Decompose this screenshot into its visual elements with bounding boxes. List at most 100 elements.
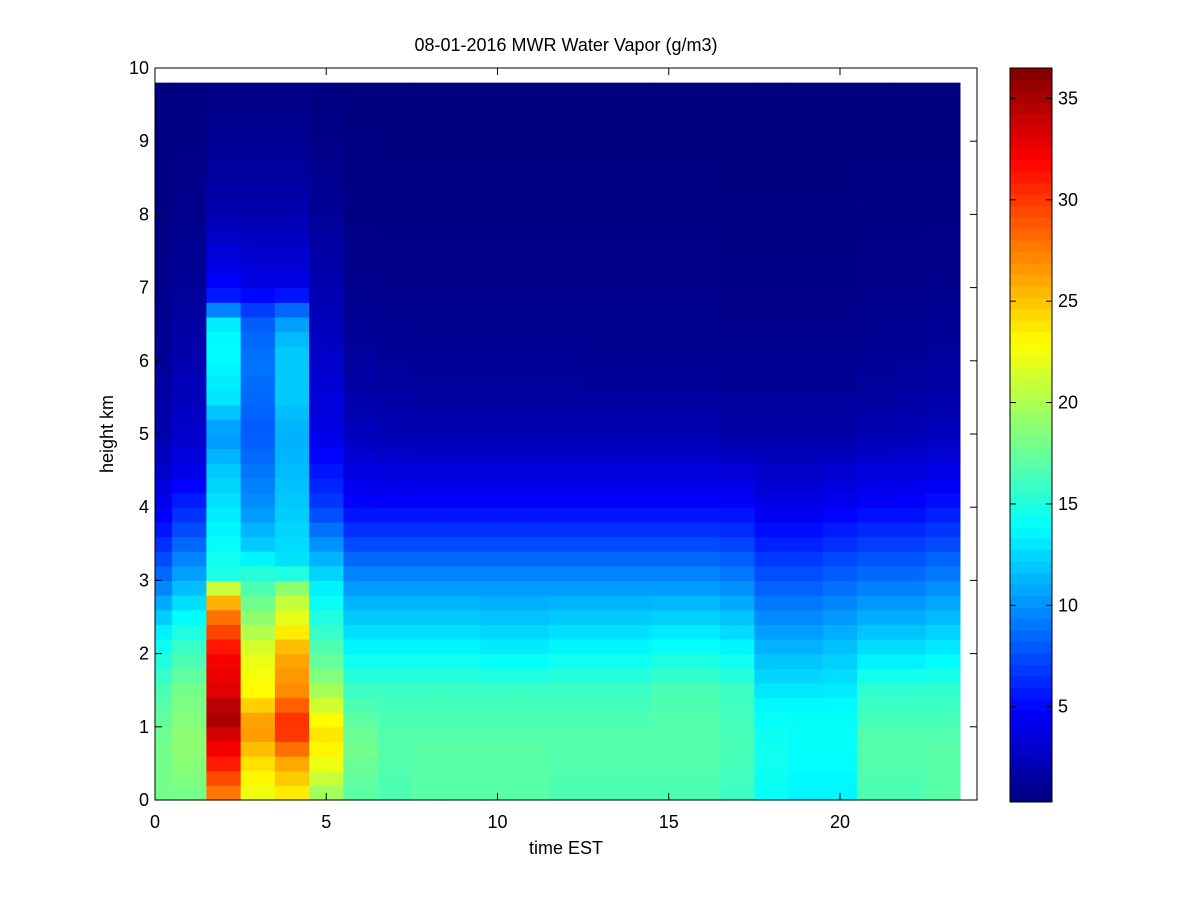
heatmap-cell (309, 258, 344, 274)
heatmap-cell (788, 712, 824, 728)
heatmap-cell (891, 580, 927, 596)
heatmap-cell (377, 477, 413, 494)
heatmap-cell (617, 111, 653, 128)
heatmap-cell (925, 331, 961, 347)
colorbar-segment (1010, 79, 1052, 92)
heatmap-cell (172, 287, 207, 303)
heatmap-cell (617, 668, 653, 684)
heatmap-cell (274, 434, 310, 450)
heatmap-cell (925, 97, 961, 113)
heatmap-cell (925, 682, 961, 699)
heatmap-cell (274, 214, 310, 230)
heatmap-cell (925, 82, 961, 98)
heatmap-cell (857, 697, 892, 713)
heatmap-cell (309, 185, 344, 201)
heatmap-cell (514, 638, 550, 655)
heatmap-cell (411, 638, 447, 655)
heatmap-cell (411, 521, 447, 538)
heatmap-cell (720, 419, 755, 435)
heatmap-cell (891, 638, 927, 655)
heatmap-cell (720, 609, 755, 625)
heatmap-cell (309, 580, 344, 596)
heatmap-cell (274, 375, 310, 391)
heatmap-cell (822, 170, 858, 186)
heatmap-cell (411, 243, 447, 259)
heatmap-cell (583, 580, 618, 596)
heatmap-cell (925, 697, 961, 713)
heatmap-cell (685, 448, 721, 464)
heatmap-cell (548, 536, 584, 552)
heatmap-cell (925, 726, 961, 743)
heatmap-cell (891, 346, 927, 362)
heatmap-cell (343, 785, 379, 801)
heatmap-cell (891, 682, 927, 699)
heatmap-cell (651, 155, 687, 172)
heatmap-cell (685, 229, 721, 245)
heatmap-cell (514, 712, 550, 728)
heatmap-cell (651, 199, 687, 215)
heatmap-cell (720, 141, 755, 157)
heatmap-cell (411, 448, 447, 464)
colorbar-tick-label: 20 (1058, 393, 1078, 413)
heatmap-cell (274, 97, 310, 113)
heatmap-cell (446, 785, 481, 801)
heatmap-cell (754, 346, 790, 362)
heatmap-cell (754, 404, 790, 420)
heatmap-cell (343, 199, 379, 215)
heatmap-cell (172, 229, 207, 245)
heatmap-cell (685, 770, 721, 786)
heatmap-cell (685, 155, 721, 172)
heatmap-cell (822, 668, 858, 684)
heatmap-cell (651, 638, 687, 655)
heatmap-cell (240, 448, 276, 464)
heatmap-cell (514, 624, 550, 640)
y-tick-label: 7 (139, 278, 149, 298)
heatmap-cell (206, 155, 242, 172)
heatmap-cell (309, 492, 344, 508)
heatmap-cell (480, 682, 516, 699)
heatmap-cell (411, 375, 447, 391)
heatmap-cell (720, 316, 755, 333)
heatmap-cell (343, 243, 379, 259)
heatmap-cell (891, 609, 927, 625)
heatmap-cell (343, 682, 379, 699)
heatmap-cell (822, 141, 858, 157)
heatmap-cell (411, 712, 447, 728)
heatmap-cell (274, 624, 310, 640)
heatmap-cell (446, 682, 481, 699)
heatmap-cell (514, 258, 550, 274)
heatmap-cell (788, 97, 824, 113)
heatmap-cell (788, 229, 824, 245)
heatmap-cell (309, 434, 344, 450)
heatmap-cell (514, 492, 550, 508)
heatmap-cell (172, 111, 207, 128)
heatmap-cell (720, 390, 755, 406)
heatmap-cell (155, 185, 173, 201)
heatmap-cell (891, 404, 927, 420)
heatmap-cell (155, 126, 173, 142)
heatmap-cell (240, 404, 276, 420)
heatmap-cell (446, 316, 481, 333)
heatmap-cell (446, 565, 481, 581)
heatmap-cell (857, 360, 892, 377)
heatmap-cell (925, 346, 961, 362)
heatmap-cell (857, 126, 892, 142)
heatmap-cell (857, 272, 892, 289)
heatmap-cell (343, 697, 379, 713)
heatmap-cell (206, 302, 242, 318)
heatmap-cell (172, 770, 207, 786)
heatmap-cell (411, 155, 447, 172)
heatmap-cell (343, 624, 379, 640)
heatmap-cell (343, 434, 379, 450)
heatmap-cell (206, 229, 242, 245)
heatmap-cell (480, 111, 516, 128)
heatmap-cell (240, 463, 276, 479)
heatmap-cell (583, 595, 618, 611)
heatmap-cell (788, 756, 824, 772)
heatmap-cell (548, 448, 584, 464)
heatmap-cell (411, 141, 447, 157)
heatmap-cell (514, 653, 550, 669)
heatmap-cell (155, 155, 173, 172)
heatmap-cell (651, 272, 687, 289)
heatmap-cell (548, 243, 584, 259)
